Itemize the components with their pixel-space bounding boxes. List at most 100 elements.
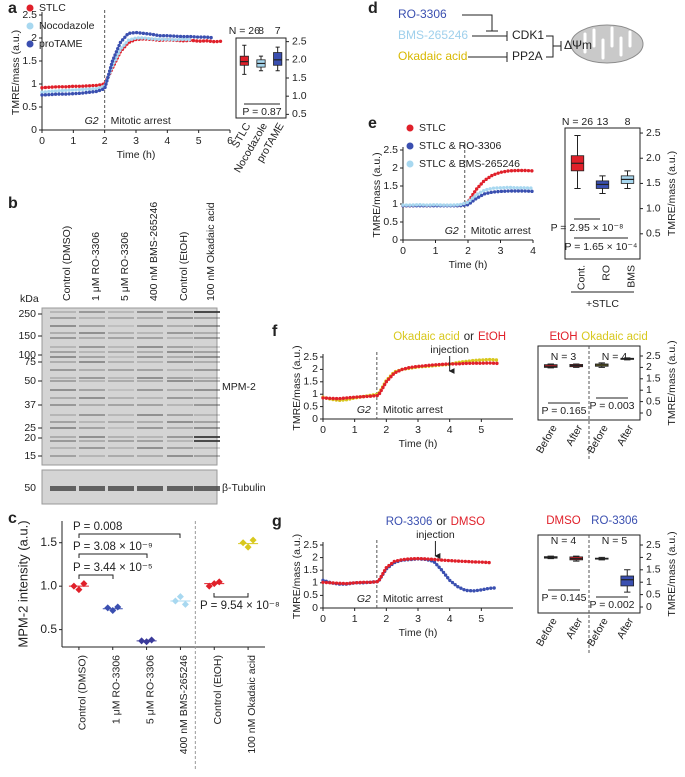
phase-label: Mitotic arrest — [383, 593, 443, 605]
marker-label: 37 — [24, 399, 36, 411]
x-tick-label: 5 — [478, 424, 484, 436]
whisker — [624, 569, 631, 593]
p-bracket — [78, 553, 148, 558]
n-label: N = 4 — [602, 351, 628, 363]
blot-image — [41, 307, 218, 466]
p-bracket — [78, 574, 114, 579]
cristae — [583, 26, 632, 60]
legend-marker — [26, 4, 34, 12]
y-tick-label: 1.5 — [383, 180, 398, 192]
series-line — [321, 361, 499, 401]
p-value: P = 0.002 — [589, 599, 634, 611]
y-tick-label: 1.5 — [646, 177, 661, 189]
series-line — [401, 185, 535, 207]
category-label: 5 μM RO-3306 — [144, 655, 156, 724]
whisker — [242, 44, 247, 75]
whisker — [258, 55, 264, 72]
output: ΔΨm — [564, 38, 592, 52]
series-line — [40, 30, 216, 97]
y-tick-label: 0.5 — [646, 395, 661, 407]
x-tick-label: 3 — [498, 245, 504, 257]
x-tick-label: 2 — [465, 245, 471, 257]
y-tick-label: 0.5 — [22, 101, 37, 113]
legend-marker — [406, 142, 414, 150]
data-point — [181, 600, 189, 608]
legend-marker — [26, 22, 34, 30]
category-label: Control (EtOH) — [212, 655, 224, 724]
x-tick-label: 2 — [383, 613, 389, 625]
p-value: P = 0.165 — [541, 405, 586, 417]
y-tick-label: 0 — [646, 407, 652, 419]
y-tick-label: 2.5 — [646, 539, 661, 551]
category-label: After — [615, 615, 637, 641]
p-value: P = 0.87 — [242, 106, 281, 118]
legend-label: STLC — [39, 2, 66, 14]
phase-label: Mitotic arrest — [111, 115, 171, 127]
phase-label: G2 — [357, 593, 371, 605]
box — [620, 575, 635, 587]
y-axis-label: TMRE/mass (a.u.) — [371, 152, 383, 237]
x-tick-label: 4 — [530, 245, 536, 257]
blot-label: β-Tubulin — [222, 482, 266, 494]
data-point — [80, 580, 88, 588]
group-label: +STLC — [586, 298, 619, 310]
event-legend: Okadaic acid or EtOH — [393, 331, 506, 343]
category-label: Cont. — [575, 265, 587, 290]
y-tick-label: 2 — [312, 551, 318, 563]
marker-label: 25 — [24, 422, 36, 434]
lane-label: 100 nM Okadaic acid — [205, 202, 217, 301]
data-point — [249, 536, 257, 544]
panel-label: a — [8, 0, 17, 17]
n-label: N = 26 — [229, 25, 260, 37]
whisker — [599, 175, 606, 194]
category-label: Control (DMSO) — [77, 655, 89, 730]
x-tick-label: 3 — [415, 613, 421, 625]
legend-marker — [406, 160, 414, 168]
p-value: P = 0.008 — [73, 521, 122, 533]
y-axis-label: TMRE/mass (a.u.) — [666, 151, 678, 236]
legend-label: proTAME — [39, 38, 83, 50]
x-axis-label: Time (h) — [399, 438, 438, 450]
phase-label: G2 — [357, 404, 371, 416]
p-value: P = 2.95 × 10⁻⁸ — [551, 222, 624, 234]
y-tick-label: 0.5 — [646, 588, 661, 600]
y-tick-label: 0.5 — [383, 216, 398, 228]
series-line — [40, 36, 193, 94]
y-tick-label: 2.5 — [22, 9, 37, 21]
x-tick-label: 5 — [478, 613, 484, 625]
legend-entry: Okadaic acid — [393, 331, 459, 343]
y-tick-label: 2.5 — [383, 144, 398, 156]
legend-marker — [26, 40, 34, 48]
y-axis-label: TMRE/mass (a.u.) — [291, 345, 303, 430]
series-line — [321, 556, 491, 586]
category-label: Before — [534, 423, 560, 456]
category-label: After — [564, 422, 586, 448]
n-label: N = 4 — [551, 535, 577, 547]
blot-band — [137, 486, 163, 491]
group-label: EtOH — [549, 331, 577, 343]
category-label: 400 nM BMS-265246 — [178, 655, 190, 754]
category-label: 100 nM Okadaic acid — [246, 655, 258, 754]
category-label: After — [564, 615, 586, 641]
blot-label: MPM-2 — [222, 381, 256, 393]
x-axis-label: Time (h) — [117, 149, 156, 161]
x-tick-label: 4 — [447, 613, 453, 625]
blot-band — [108, 486, 134, 491]
y-tick-label: 2.5 — [646, 350, 661, 362]
panel-label: d — [368, 0, 378, 17]
group-label: RO-3306 — [591, 515, 638, 527]
y-tick-label: 0.5 — [40, 622, 57, 636]
y-tick-label: 0.5 — [646, 228, 661, 240]
p-bracket — [78, 533, 181, 538]
n-label: N = 3 — [551, 351, 577, 363]
x-tick-label: 2 — [102, 135, 108, 147]
marker-label: 50 — [24, 375, 36, 387]
y-axis-label: TMRE/mass (a.u.) — [291, 534, 303, 619]
x-tick-label: 0 — [320, 613, 326, 625]
marker-label: 150 — [18, 330, 36, 342]
y-tick-label: 1.5 — [40, 535, 57, 549]
y-axis-label: TMRE/mass (a.u.) — [666, 340, 678, 425]
phase-label: Mitotic arrest — [471, 225, 531, 237]
x-tick-label: 4 — [447, 424, 453, 436]
y-tick-label: 1 — [646, 576, 652, 588]
